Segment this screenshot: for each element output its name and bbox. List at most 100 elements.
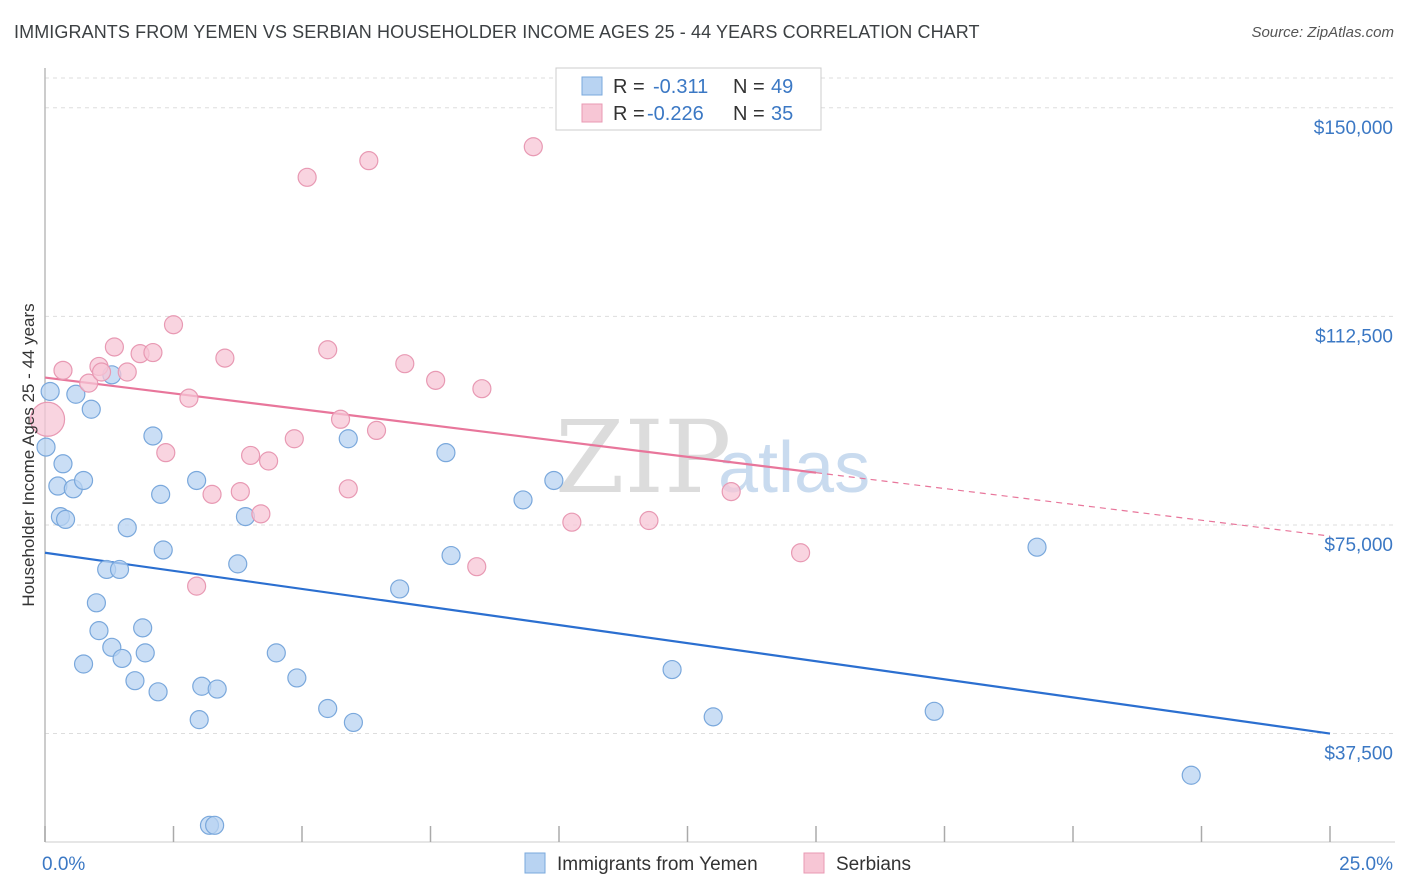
- legend-r-value-serbians: -0.226: [647, 103, 704, 125]
- data-point-yemen: [109, 559, 130, 580]
- data-point-yemen: [143, 426, 163, 446]
- trend-layer: [44, 376, 1331, 735]
- data-point-yemen: [187, 470, 207, 491]
- data-point-yemen: [1027, 537, 1047, 557]
- data-point-serbians: [467, 557, 487, 577]
- data-point-yemen: [318, 698, 338, 719]
- data-point-serbians: [359, 151, 379, 171]
- data-point-yemen: [513, 490, 533, 510]
- legend-r-label-serbians: R =: [613, 103, 645, 125]
- data-point-yemen: [86, 593, 107, 613]
- data-point-yemen: [135, 643, 155, 663]
- chart-source: Source: ZipAtlas.com: [1251, 24, 1394, 41]
- data-point-yemen: [112, 648, 132, 669]
- data-point-serbians: [179, 388, 199, 408]
- data-point-serbians: [202, 484, 222, 504]
- data-point-serbians: [472, 379, 492, 399]
- data-point-serbians: [156, 443, 176, 463]
- data-point-yemen: [117, 518, 137, 538]
- data-point-serbians: [53, 360, 73, 380]
- data-point-yemen: [544, 470, 564, 491]
- trend-line-yemen: [44, 551, 1331, 735]
- data-point-yemen: [287, 668, 307, 688]
- data-point-serbians: [104, 337, 124, 357]
- bottom-legend-swatch-serbians: [803, 852, 825, 874]
- data-point-yemen: [207, 679, 227, 699]
- bottom-legend: Immigrants from Yemen Serbians: [524, 852, 911, 875]
- data-point-serbians: [426, 370, 446, 390]
- data-point-yemen: [66, 384, 86, 404]
- data-point-serbians: [91, 362, 112, 382]
- data-point-serbians: [338, 479, 358, 499]
- data-point-serbians: [790, 543, 811, 563]
- data-point-serbians: [318, 340, 338, 360]
- watermark-zip: ZIP: [555, 399, 731, 516]
- point-layer: [29, 137, 1201, 835]
- data-point-serbians: [163, 315, 184, 335]
- data-point-yemen: [81, 399, 101, 419]
- data-point-serbians: [330, 409, 351, 429]
- y-tick-label: $75,000: [1324, 535, 1393, 556]
- data-point-serbians: [395, 354, 415, 374]
- data-point-serbians: [143, 342, 163, 363]
- data-point-serbians: [29, 401, 66, 437]
- data-point-yemen: [662, 659, 682, 680]
- data-point-serbians: [230, 481, 250, 502]
- data-point-serbians: [251, 504, 271, 524]
- y-tick-label: $37,500: [1324, 744, 1393, 765]
- data-point-yemen: [266, 643, 286, 663]
- data-point-yemen: [151, 484, 171, 504]
- legend-swatch-serbians: [581, 103, 603, 123]
- data-point-serbians: [241, 445, 261, 466]
- data-point-serbians: [79, 373, 99, 393]
- y-tick-label: $112,500: [1315, 326, 1393, 347]
- data-point-yemen: [338, 429, 358, 449]
- data-point-yemen: [36, 437, 56, 457]
- data-point-serbians: [562, 512, 582, 532]
- legend-box: R = -0.311 N = 49 R = -0.226 N = 35: [555, 67, 822, 131]
- data-point-yemen: [40, 381, 60, 402]
- chart-title: IMMIGRANTS FROM YEMEN VS SERBIAN HOUSEHO…: [14, 22, 980, 42]
- data-point-serbians: [284, 429, 304, 449]
- data-point-yemen: [148, 682, 168, 702]
- data-point-yemen: [436, 443, 456, 463]
- data-point-serbians: [215, 348, 235, 368]
- data-point-yemen: [924, 701, 944, 721]
- x-tick-label-max: 25.0%: [1339, 854, 1393, 875]
- data-point-yemen: [133, 618, 153, 638]
- data-point-serbians: [721, 481, 741, 502]
- data-point-yemen: [228, 554, 248, 574]
- y-tick-label: $150,000: [1314, 118, 1393, 139]
- bottom-legend-swatch-yemen: [524, 852, 546, 874]
- bottom-legend-label-yemen: Immigrants from Yemen: [557, 854, 758, 875]
- data-point-yemen: [73, 654, 94, 674]
- data-point-yemen: [53, 454, 73, 474]
- data-point-yemen: [205, 815, 225, 835]
- data-point-serbians: [366, 420, 387, 441]
- data-point-serbians: [523, 137, 543, 157]
- trend-line-extension-serbians: [815, 472, 1331, 537]
- data-point-yemen: [89, 621, 109, 641]
- trend-line-serbians: [44, 376, 817, 474]
- data-point-yemen: [343, 712, 363, 733]
- data-point-serbians: [297, 167, 317, 187]
- data-point-yemen: [390, 579, 410, 599]
- data-point-yemen: [73, 470, 94, 491]
- legend-swatch-yemen: [581, 76, 603, 96]
- data-point-yemen: [153, 540, 173, 560]
- x-tick-label-min: 0.0%: [42, 854, 85, 875]
- data-point-yemen: [1181, 765, 1201, 785]
- data-point-serbians: [187, 576, 207, 596]
- legend-n-label-serbians: N =: [733, 103, 765, 125]
- watermark-atlas: atlas: [718, 428, 870, 508]
- data-point-yemen: [189, 710, 209, 730]
- data-point-yemen: [703, 707, 723, 727]
- legend-r-value-yemen: -0.311: [653, 76, 708, 98]
- legend-r-label-yemen: R =: [613, 76, 645, 98]
- data-point-serbians: [258, 451, 279, 471]
- y-axis-label: Householder Income Ages 25 - 44 years: [19, 303, 38, 606]
- bottom-legend-label-serbians: Serbians: [836, 854, 911, 875]
- data-point-serbians: [639, 510, 659, 531]
- watermark: ZIP atlas: [555, 399, 870, 516]
